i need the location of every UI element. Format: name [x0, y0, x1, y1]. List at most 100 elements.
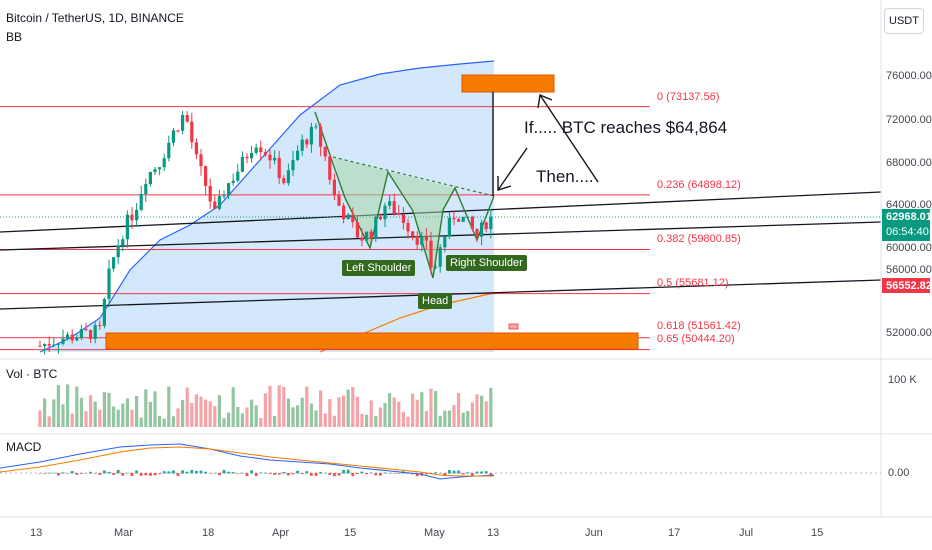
macd-bar — [208, 473, 212, 474]
currency-button[interactable]: USDT — [884, 8, 924, 34]
macd-bar — [475, 471, 479, 474]
time-tick: Jul — [739, 527, 754, 539]
macd-bar — [351, 473, 355, 477]
macd-bar — [374, 473, 378, 476]
macd-bar — [328, 473, 332, 475]
candle-body — [125, 214, 129, 240]
candle-body — [268, 154, 272, 161]
volume-bar — [282, 386, 286, 427]
macd-bar — [489, 473, 493, 475]
bollinger-band-area — [40, 61, 494, 352]
current-price-countdown: 06:54:40 — [886, 226, 929, 238]
volume-bar — [70, 413, 74, 427]
volume-bar — [194, 394, 198, 427]
symbol-title[interactable]: Bitcoin / TetherUS, 1D, BINANCE — [6, 11, 184, 25]
volume-bar — [171, 416, 175, 427]
arrow-to-target — [539, 94, 599, 183]
price-tick: 64000.00 — [886, 199, 932, 211]
macd-bar — [149, 473, 152, 476]
target-box-top — [461, 74, 555, 93]
candle-body — [153, 169, 157, 173]
macd-bar — [70, 471, 74, 474]
macd-bar — [61, 472, 65, 474]
candle-body — [342, 205, 346, 220]
current-price-badge — [882, 209, 930, 241]
price-tick: 76000.00 — [886, 70, 932, 82]
candle-body — [383, 205, 387, 220]
volume-bar — [190, 402, 194, 427]
candle-body — [328, 156, 332, 180]
macd-bar — [158, 473, 161, 474]
volume-bar — [135, 395, 139, 427]
macd-title[interactable]: MACD — [6, 440, 42, 454]
macd-line — [0, 443, 495, 480]
macd-bar — [213, 472, 217, 474]
macd-bar — [139, 473, 143, 476]
candle-body — [420, 235, 424, 245]
volume-bar — [424, 410, 428, 427]
macd-bar — [130, 473, 134, 477]
volume-bar — [323, 413, 327, 427]
macd-bar — [176, 473, 180, 477]
macd-bar — [204, 471, 207, 474]
candle-body — [259, 147, 263, 153]
macd-bar — [314, 473, 318, 476]
candle-body — [415, 236, 419, 245]
candle-body — [309, 127, 313, 145]
macd-bar — [231, 472, 235, 474]
macd-bar — [305, 471, 309, 474]
macd-bar — [190, 469, 194, 474]
volume-bar — [66, 384, 70, 427]
arrow-to-breakout — [497, 147, 528, 191]
macd-signal-line — [0, 446, 494, 477]
candle-body — [470, 216, 474, 229]
volume-bar — [213, 406, 217, 427]
volume-bar — [286, 398, 290, 427]
arrow-to-target-head — [537, 94, 553, 109]
candle-body — [388, 201, 392, 206]
volume-bar — [415, 399, 419, 427]
volume-bar — [148, 401, 152, 427]
macd-bar — [107, 471, 111, 474]
price-tick: 68000.00 — [886, 157, 932, 169]
candle-body — [70, 334, 74, 341]
macd-bar — [144, 473, 148, 476]
fib-label: 0.236 (64898.12) — [657, 179, 741, 191]
time-tick: 13 — [487, 527, 500, 539]
volume-bar — [56, 385, 60, 427]
volume-bar — [89, 395, 93, 427]
macd-bar — [181, 470, 184, 474]
indicator-label[interactable]: BB — [6, 30, 23, 44]
volume-bar — [153, 391, 157, 427]
volume-bar — [38, 410, 42, 427]
volume-bar — [484, 401, 488, 427]
volume-bar — [139, 417, 143, 427]
volume-bar — [176, 408, 180, 427]
macd-bar — [43, 473, 46, 474]
macd-bar — [319, 472, 322, 474]
macd-bar — [38, 473, 42, 474]
volume-bar — [489, 387, 493, 427]
volume-bar — [263, 393, 267, 427]
candle-body — [332, 179, 336, 196]
volume-bar — [217, 395, 221, 427]
macd-bar — [342, 469, 345, 474]
candle-body — [411, 231, 415, 237]
macd-bar — [162, 471, 166, 474]
price-tick: 72000.00 — [886, 114, 932, 126]
candle-body — [346, 214, 350, 220]
volume-bar — [268, 385, 272, 427]
candle-body — [222, 195, 226, 197]
volume-bar — [254, 405, 258, 427]
macd-bar — [153, 473, 157, 476]
pattern-fill-neckline — [333, 157, 494, 278]
candle-body — [135, 209, 139, 221]
macd-bar — [466, 472, 470, 474]
macd-bar — [222, 469, 226, 474]
candle-body — [250, 152, 254, 159]
volume-bar — [457, 392, 461, 427]
volume-title[interactable]: Vol · BTC — [6, 367, 58, 381]
candle-body — [461, 216, 465, 222]
macd-bar — [254, 473, 258, 477]
